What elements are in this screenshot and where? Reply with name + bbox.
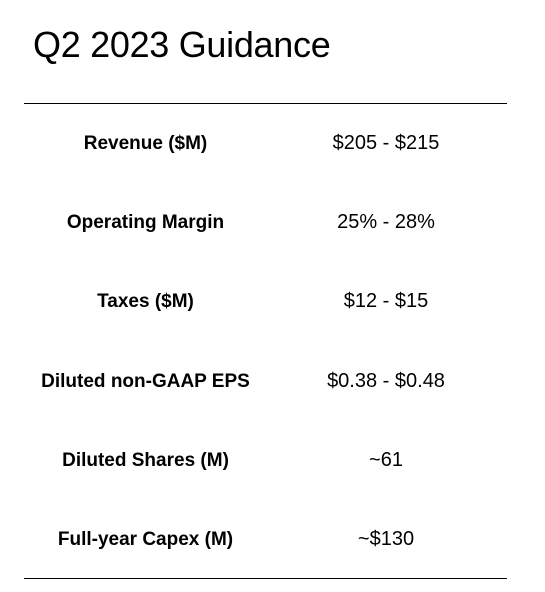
row-value: $12 - $15 [343, 290, 429, 313]
row-value: 25% - 28% [337, 211, 435, 234]
table-row: Revenue ($M) $205 - $215 [24, 105, 507, 184]
row-label: Taxes ($M) [97, 291, 194, 313]
table-row: Diluted non-GAAP EPS $0.38 - $0.48 [24, 343, 507, 422]
guidance-table: Revenue ($M) $205 - $215 Operating Margi… [24, 105, 507, 580]
row-label: Revenue ($M) [83, 133, 208, 154]
row-value: $205 - $215 [332, 132, 440, 154]
table-row: Taxes ($M) $12 - $15 [24, 263, 507, 342]
row-value: ~$130 [357, 527, 415, 550]
row-value: $0.38 - $0.48 [327, 369, 445, 392]
row-label: Full-year Capex (M) [57, 528, 234, 550]
row-label: Diluted Shares (M) [62, 449, 229, 471]
table-row: Diluted Shares (M) ~61 [24, 422, 507, 501]
page-title: Q2 2023 Guidance [33, 24, 331, 65]
bottom-divider [24, 578, 507, 579]
top-divider [24, 103, 507, 104]
row-value: ~61 [369, 448, 403, 471]
table-row: Full-year Capex (M) ~$130 [24, 501, 507, 580]
row-label: Operating Margin [66, 212, 225, 234]
row-label: Diluted non-GAAP EPS [41, 370, 250, 392]
table-row: Operating Margin 25% - 28% [24, 184, 507, 263]
